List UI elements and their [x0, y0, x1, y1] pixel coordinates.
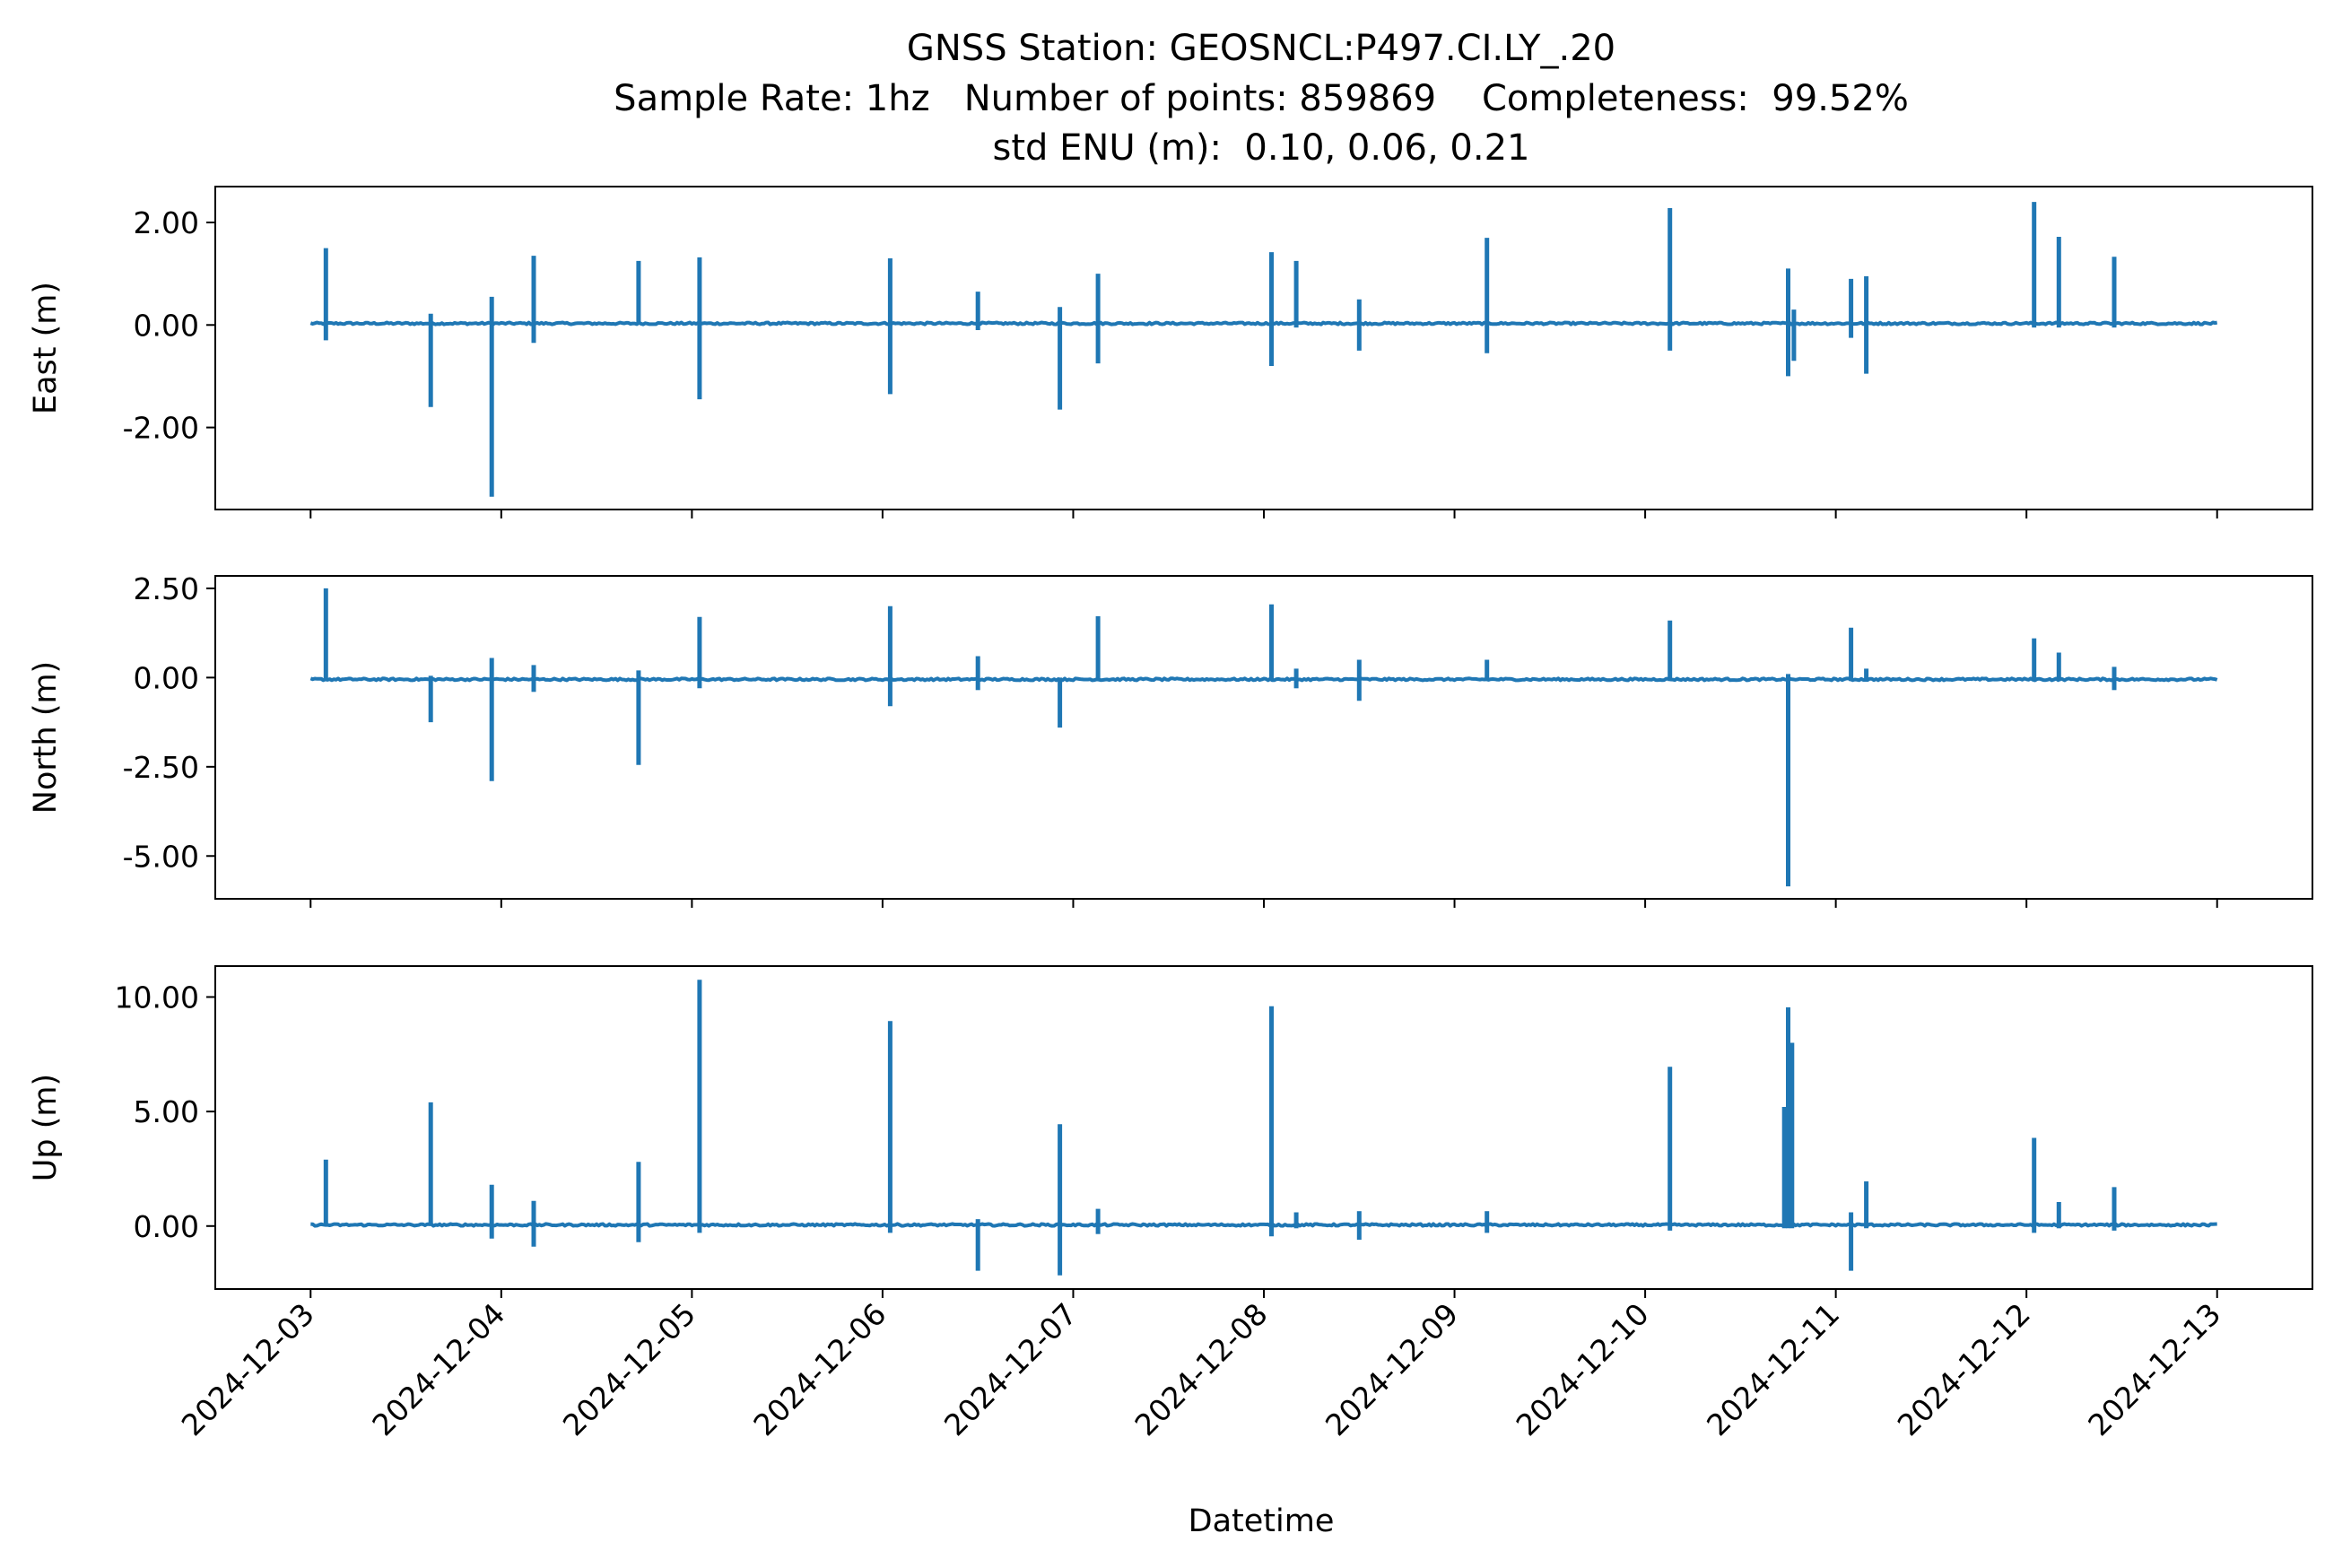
- east-ytick-label-2: -2.00: [123, 411, 199, 446]
- up-panel: 10.00 5.00 0.00: [115, 965, 2313, 1298]
- up-y-axis-label: Up (m): [28, 1074, 64, 1181]
- up-ytick-label-0: 10.00: [115, 980, 199, 1015]
- north-ytick-label-0: 2.50: [134, 571, 199, 606]
- east-ytick-label-0: 2.00: [134, 205, 199, 240]
- up-ytick-label-1: 5.00: [134, 1094, 199, 1129]
- east-ytick-label-1: 0.00: [134, 308, 199, 343]
- up-baseline-trace: [310, 1222, 2217, 1228]
- up-series: [310, 980, 2217, 1276]
- title-line-std-enu: std ENU (m): 0.10, 0.06, 0.21: [993, 127, 1530, 169]
- north-ytick-label-1: 0.00: [134, 660, 199, 695]
- title-line-station: GNSS Station: GEOSNCL:P497.CI.LY_.20: [907, 28, 1615, 69]
- east-baseline-trace: [309, 320, 2218, 327]
- north-baseline-trace: [309, 676, 2218, 683]
- north-series: [309, 588, 2218, 887]
- x-axis-label: Datetime: [1189, 1503, 1335, 1539]
- east-panel: 2.00 0.00 -2.00: [123, 186, 2313, 518]
- east-series: [309, 202, 2218, 497]
- up-ytick-label-2: 0.00: [134, 1209, 199, 1244]
- north-ytick-label-3: -5.00: [123, 839, 199, 874]
- north-panel: 2.50 0.00 -2.50 -5.00: [123, 571, 2313, 908]
- north-y-axis-label: North (m): [28, 661, 64, 814]
- east-y-axis-label: East (m): [28, 282, 64, 414]
- north-ytick-label-2: -2.50: [123, 750, 199, 785]
- title-line-sample-rate: Sample Rate: 1hz Number of points: 85986…: [614, 78, 1909, 119]
